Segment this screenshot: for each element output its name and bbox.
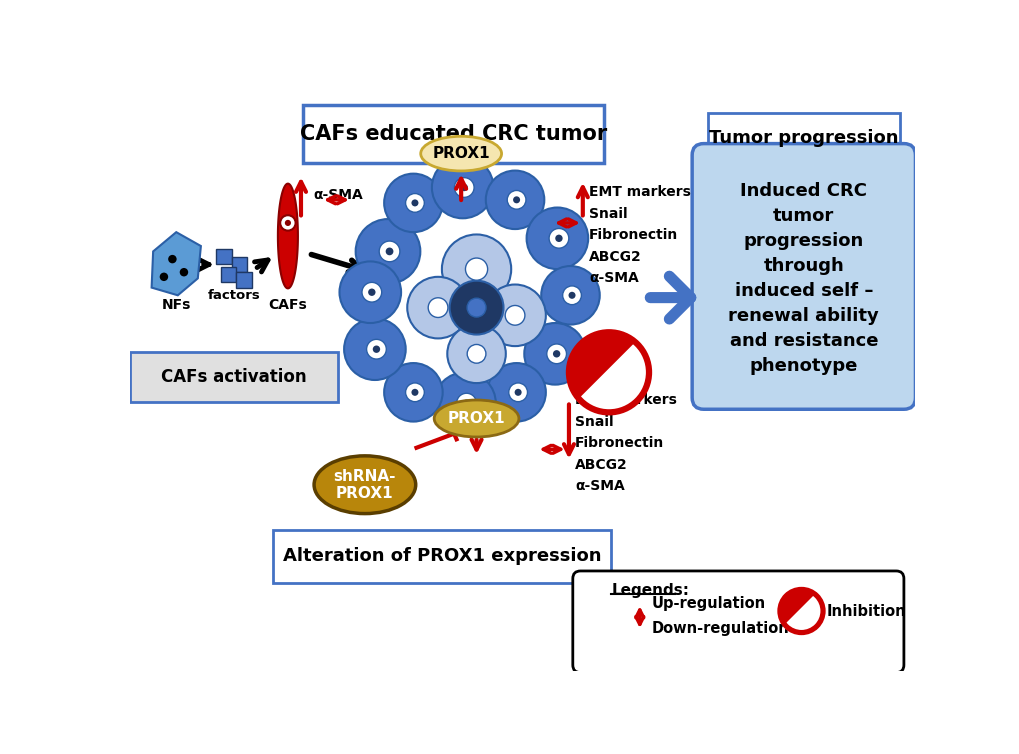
Circle shape bbox=[513, 196, 520, 204]
Circle shape bbox=[385, 247, 393, 256]
Text: shRNA-
PROX1: shRNA- PROX1 bbox=[333, 468, 395, 501]
Text: Snail: Snail bbox=[588, 207, 627, 221]
Text: CAFs: CAFs bbox=[268, 299, 307, 312]
FancyBboxPatch shape bbox=[130, 351, 337, 402]
Text: Snail: Snail bbox=[575, 415, 613, 428]
Circle shape bbox=[428, 298, 447, 317]
Circle shape bbox=[526, 207, 588, 269]
Text: CAFs activation: CAFs activation bbox=[161, 367, 307, 385]
FancyBboxPatch shape bbox=[707, 113, 899, 163]
FancyBboxPatch shape bbox=[272, 530, 610, 583]
FancyBboxPatch shape bbox=[303, 105, 603, 163]
Circle shape bbox=[407, 277, 469, 339]
Circle shape bbox=[541, 266, 599, 324]
Polygon shape bbox=[152, 232, 201, 296]
Circle shape bbox=[449, 280, 503, 335]
Circle shape bbox=[366, 339, 386, 359]
Circle shape bbox=[524, 323, 585, 385]
Circle shape bbox=[569, 333, 648, 412]
Text: NFs: NFs bbox=[161, 299, 191, 312]
Circle shape bbox=[441, 234, 511, 304]
Ellipse shape bbox=[314, 456, 416, 513]
Wedge shape bbox=[569, 333, 637, 400]
Circle shape bbox=[546, 344, 566, 363]
Circle shape bbox=[467, 345, 485, 363]
Circle shape bbox=[506, 191, 526, 209]
FancyArrowPatch shape bbox=[650, 276, 690, 319]
Circle shape bbox=[384, 363, 442, 421]
Text: Fibronectin: Fibronectin bbox=[575, 436, 663, 450]
Circle shape bbox=[487, 363, 545, 421]
Circle shape bbox=[485, 170, 544, 229]
Wedge shape bbox=[780, 590, 816, 627]
Circle shape bbox=[484, 284, 545, 346]
Circle shape bbox=[552, 350, 559, 357]
Circle shape bbox=[411, 389, 418, 396]
Circle shape bbox=[562, 286, 581, 305]
Circle shape bbox=[168, 255, 176, 263]
Ellipse shape bbox=[420, 136, 501, 171]
Circle shape bbox=[356, 219, 420, 284]
Text: α-SMA: α-SMA bbox=[588, 271, 638, 285]
Circle shape bbox=[411, 199, 418, 207]
Circle shape bbox=[343, 318, 406, 380]
Circle shape bbox=[280, 215, 296, 231]
Text: α-SMA: α-SMA bbox=[313, 188, 363, 202]
Text: Legends:: Legends: bbox=[610, 583, 689, 598]
Circle shape bbox=[554, 234, 562, 242]
Text: Tumor progression: Tumor progression bbox=[708, 129, 898, 147]
FancyBboxPatch shape bbox=[216, 249, 231, 265]
Circle shape bbox=[568, 292, 575, 299]
Ellipse shape bbox=[434, 400, 519, 437]
Circle shape bbox=[515, 389, 521, 396]
Circle shape bbox=[406, 194, 424, 213]
Circle shape bbox=[384, 173, 442, 232]
Circle shape bbox=[160, 273, 168, 281]
Circle shape bbox=[431, 157, 493, 219]
Text: factors: factors bbox=[208, 289, 260, 302]
Circle shape bbox=[447, 324, 505, 383]
FancyBboxPatch shape bbox=[231, 257, 247, 272]
Text: Inhibition: Inhibition bbox=[826, 603, 906, 618]
Circle shape bbox=[504, 305, 525, 325]
Circle shape bbox=[406, 383, 424, 402]
Circle shape bbox=[453, 178, 474, 198]
Polygon shape bbox=[277, 184, 298, 288]
Text: ABCG2: ABCG2 bbox=[575, 458, 628, 472]
Circle shape bbox=[467, 298, 485, 317]
Circle shape bbox=[372, 345, 380, 353]
Circle shape bbox=[508, 383, 527, 402]
Circle shape bbox=[548, 228, 569, 248]
Circle shape bbox=[339, 262, 400, 323]
Text: ABCG2: ABCG2 bbox=[588, 250, 641, 264]
Text: Alteration of PROX1 expression: Alteration of PROX1 expression bbox=[282, 547, 600, 566]
Text: Down-regulation: Down-regulation bbox=[651, 621, 789, 636]
Text: α-SMA: α-SMA bbox=[575, 480, 625, 493]
Text: EMT markers: EMT markers bbox=[588, 185, 690, 199]
Circle shape bbox=[434, 372, 495, 434]
Text: Induced CRC
tumor
progression
through
induced self –
renewal ability
and resista: Induced CRC tumor progression through in… bbox=[728, 182, 878, 375]
Circle shape bbox=[457, 394, 476, 413]
Circle shape bbox=[465, 258, 487, 280]
FancyArrowPatch shape bbox=[574, 367, 580, 378]
FancyBboxPatch shape bbox=[692, 143, 915, 409]
Text: PROX1: PROX1 bbox=[432, 146, 489, 161]
Circle shape bbox=[461, 184, 468, 192]
Circle shape bbox=[284, 220, 290, 226]
Circle shape bbox=[368, 289, 375, 296]
Text: Up-regulation: Up-regulation bbox=[651, 596, 765, 611]
FancyBboxPatch shape bbox=[221, 267, 236, 282]
FancyBboxPatch shape bbox=[573, 571, 903, 673]
Text: EMT markers: EMT markers bbox=[575, 393, 677, 407]
Circle shape bbox=[179, 268, 187, 277]
Text: Fibronectin: Fibronectin bbox=[588, 228, 678, 242]
Circle shape bbox=[463, 400, 470, 407]
FancyBboxPatch shape bbox=[236, 272, 252, 287]
Circle shape bbox=[379, 241, 399, 262]
Text: CAFs educated CRC tumor: CAFs educated CRC tumor bbox=[300, 124, 606, 144]
Text: PROX1: PROX1 bbox=[447, 411, 504, 426]
Circle shape bbox=[780, 590, 822, 633]
Circle shape bbox=[362, 282, 381, 302]
